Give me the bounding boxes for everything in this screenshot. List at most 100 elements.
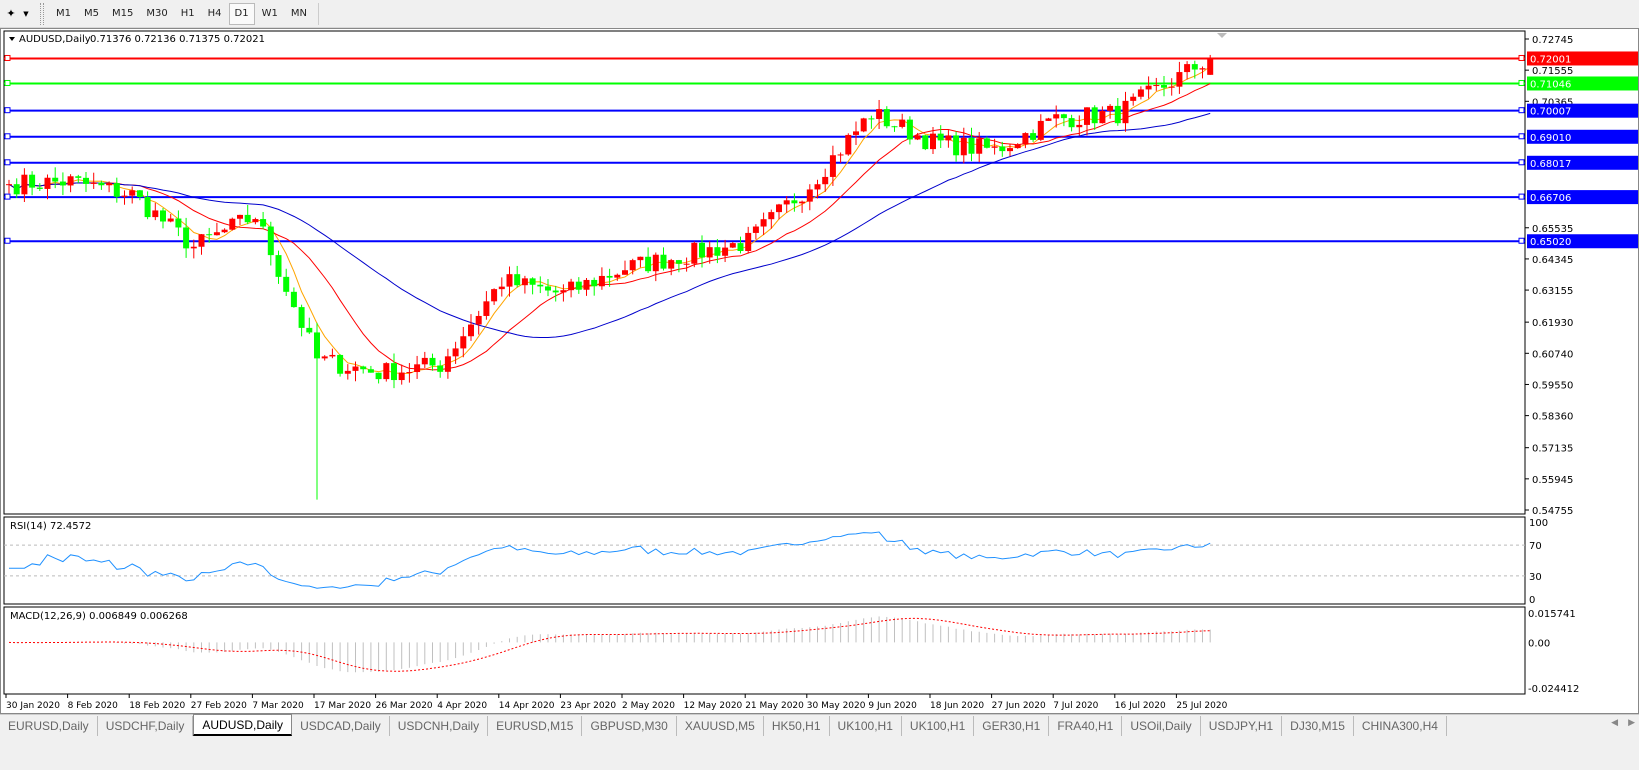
candle-body — [1199, 68, 1206, 70]
candle-body — [113, 183, 120, 197]
chevron-down-icon[interactable]: ▼ — [23, 9, 29, 18]
price-tick-label: 0.65535 — [1532, 224, 1573, 235]
macd-tick-label: -0.024412 — [1528, 684, 1579, 695]
tab-uk100-h1[interactable]: UK100,H1 — [902, 716, 975, 736]
candle-body — [198, 234, 205, 247]
candle-body — [876, 109, 883, 119]
candle-body — [1022, 133, 1029, 145]
candle-body — [444, 356, 451, 372]
date-tick-label: 30 May 2020 — [807, 701, 866, 711]
tab-usdcnh-daily[interactable]: USDCNH,Daily — [390, 716, 489, 736]
tab-hk50-h1[interactable]: HK50,H1 — [764, 716, 830, 736]
candle-body — [1161, 85, 1167, 88]
date-tick-label: 21 May 2020 — [745, 701, 804, 711]
price-tick-label: 0.72745 — [1532, 35, 1573, 46]
candle-body — [136, 190, 143, 198]
candle-body — [760, 219, 767, 227]
chart-tabs: EURUSD,Daily USDCHF,Daily AUDUSD,Daily USDC… — [0, 714, 1639, 736]
candle-body — [452, 348, 459, 357]
candle-body — [545, 286, 551, 291]
macd-pane-frame — [3, 606, 1526, 695]
candle-body — [298, 307, 305, 328]
candle-body — [1014, 144, 1021, 149]
candle-body — [260, 219, 267, 227]
chart-canvas[interactable]: 0.72745 0.71555 0.70365 0.65535 0.64345 0.631… — [1, 29, 1638, 713]
tab-china300-h4[interactable]: CHINA300,H4 — [1354, 716, 1447, 736]
date-tick-label: 14 Apr 2020 — [499, 701, 555, 711]
price-tick-label: 0.63155 — [1532, 286, 1573, 297]
candle-body — [59, 181, 66, 186]
candle-body — [1153, 85, 1160, 87]
chart-window[interactable]: 0.72745 0.71555 0.70365 0.65535 0.64345 0.631… — [0, 28, 1639, 714]
timeframe-h4[interactable]: H4 — [207, 8, 222, 19]
timeframe-h1[interactable]: H1 — [180, 8, 195, 19]
toolbar-grip[interactable] — [40, 2, 44, 25]
timeframe-w1[interactable]: W1 — [261, 8, 278, 19]
scroll-left-icon[interactable]: ◀ — [1611, 718, 1619, 728]
candle-body — [945, 135, 952, 141]
level-handle — [1518, 79, 1525, 86]
tab-usdchf-daily[interactable]: USDCHF,Daily — [98, 716, 194, 736]
tab-dj30-m15[interactable]: DJ30,M15 — [1282, 716, 1354, 736]
candle-body — [383, 363, 390, 380]
tab-fra40-h1[interactable]: FRA40,H1 — [1049, 716, 1123, 736]
date-tick-label: 18 Feb 2020 — [129, 701, 185, 711]
tab-usdjpy-h1[interactable]: USDJPY,H1 — [1201, 716, 1283, 736]
tab-audusd-daily[interactable]: AUDUSD,Daily — [193, 714, 293, 736]
candle-body — [475, 315, 482, 325]
timeframe-m5[interactable]: M5 — [84, 8, 99, 19]
candle-body — [598, 275, 605, 287]
tab-scroll-arrows: ◀ ▶ — [1611, 718, 1635, 728]
tab-usoil-daily[interactable]: USOil,Daily — [1122, 716, 1201, 736]
tab-usdcad-daily[interactable]: USDCAD,Daily — [292, 716, 390, 736]
tab-ger30-h1[interactable]: GER30,H1 — [974, 716, 1050, 736]
candle-body — [175, 218, 182, 228]
candle-body — [1007, 148, 1013, 152]
slow-moving-average-line — [8, 112, 1211, 339]
candle-body — [183, 227, 190, 249]
level-price-label: 0.70007 — [1530, 107, 1571, 118]
candle-body — [329, 354, 336, 357]
candle-body — [837, 154, 844, 156]
candle-body — [360, 366, 367, 370]
tab-gbpusd-m30[interactable]: GBPUSD,M30 — [582, 716, 677, 736]
timeframe-m15[interactable]: M15 — [112, 8, 134, 19]
rsi-tick-label: 100 — [1529, 518, 1548, 529]
candle-body — [1045, 118, 1052, 121]
tab-xauusd-m5[interactable]: XAUUSD,M5 — [677, 716, 764, 736]
date-tick-label: 9 Jun 2020 — [868, 701, 917, 711]
candle-body — [906, 119, 913, 140]
candle-body — [129, 190, 136, 196]
candle-body — [106, 183, 113, 186]
chart-symbol-label: AUDUSD,Daily — [19, 34, 91, 45]
date-tick-label: 23 Apr 2020 — [560, 701, 616, 711]
level-price-label: 0.71046 — [1530, 79, 1571, 90]
scroll-right-icon[interactable]: ▶ — [1628, 718, 1635, 728]
timeframe-mn[interactable]: MN — [290, 8, 307, 19]
tab-eurusd-daily[interactable]: EURUSD,Daily — [0, 716, 98, 736]
timeframe-m30[interactable]: M30 — [146, 8, 168, 19]
timeframe-m1[interactable]: M1 — [56, 8, 71, 19]
level-handle — [1518, 193, 1525, 200]
candle-body — [722, 247, 729, 256]
candle-body — [90, 182, 97, 184]
candle-body — [645, 256, 652, 272]
date-tick-label: 30 Jan 2020 — [6, 701, 60, 711]
tab-eurusd-m15[interactable]: EURUSD,M15 — [488, 716, 583, 736]
timeframe-d1[interactable]: D1 — [228, 2, 255, 25]
candle-body — [1099, 110, 1106, 124]
candle-body — [1145, 85, 1152, 90]
level-price-badge — [1527, 103, 1638, 118]
date-tick-label: 18 Jun 2020 — [930, 701, 984, 711]
candle-body — [729, 243, 736, 248]
candle-body — [960, 137, 967, 156]
candle-body — [1076, 124, 1083, 128]
candle-body — [999, 146, 1006, 152]
cursor-tools-icon[interactable]: ✦ — [6, 7, 16, 20]
candle-body — [560, 290, 567, 293]
candle-body — [44, 177, 51, 189]
medium-moving-average-line — [8, 83, 1211, 371]
candle-body — [822, 176, 829, 185]
level-handle — [4, 54, 11, 61]
tab-uk100-h1[interactable]: UK100,H1 — [830, 716, 902, 736]
